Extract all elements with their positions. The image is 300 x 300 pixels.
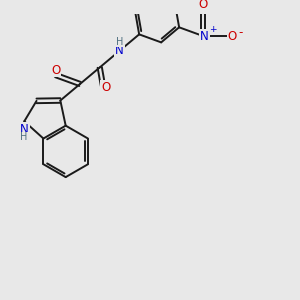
Text: N: N — [20, 123, 29, 136]
Text: -: - — [239, 26, 243, 39]
Text: N: N — [200, 30, 209, 43]
Text: O: O — [198, 0, 207, 11]
Text: H: H — [20, 132, 27, 142]
Text: O: O — [228, 30, 237, 43]
Text: O: O — [51, 64, 61, 76]
Text: O: O — [101, 81, 110, 94]
Text: H: H — [116, 37, 123, 47]
Text: +: + — [209, 25, 216, 34]
Text: N: N — [115, 44, 124, 57]
